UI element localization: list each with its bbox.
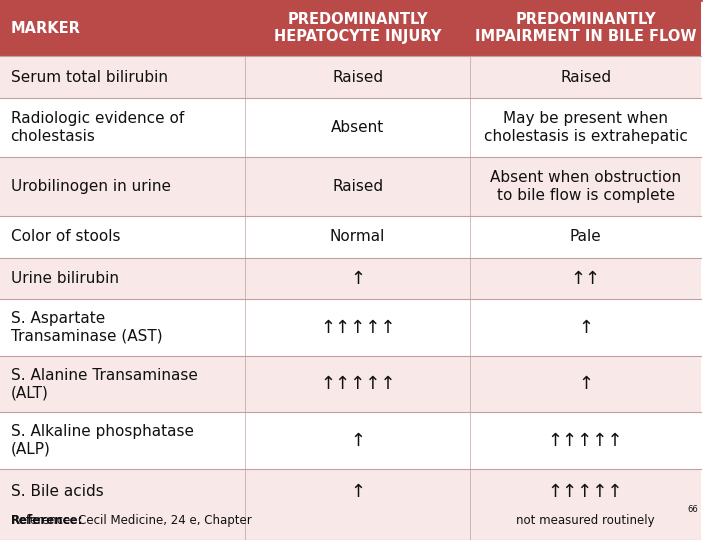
Bar — [470, 216, 701, 258]
Bar — [246, 413, 470, 469]
Bar — [0, 157, 246, 216]
Bar — [470, 469, 701, 540]
Bar — [470, 98, 701, 157]
Bar — [470, 0, 701, 57]
Text: Reference:: Reference: — [11, 514, 83, 526]
Text: Urobilinogen in urine: Urobilinogen in urine — [11, 179, 171, 194]
Text: ↑: ↑ — [578, 375, 593, 393]
Text: Normal: Normal — [330, 230, 385, 245]
Text: PREDOMINANTLY
IMPAIRMENT IN BILE FLOW: PREDOMINANTLY IMPAIRMENT IN BILE FLOW — [475, 12, 696, 44]
Text: Raised: Raised — [332, 179, 383, 194]
Bar — [246, 98, 470, 157]
Bar — [0, 0, 246, 57]
Text: not measured routinely: not measured routinely — [516, 514, 655, 526]
Bar — [0, 469, 246, 540]
Text: Absent: Absent — [331, 120, 384, 135]
Text: PREDOMINANTLY
HEPATOCYTE INJURY: PREDOMINANTLY HEPATOCYTE INJURY — [274, 12, 441, 44]
Text: ↑: ↑ — [578, 319, 593, 336]
Text: Raised: Raised — [332, 70, 383, 85]
Text: S. Aspartate
Transaminase (AST): S. Aspartate Transaminase (AST) — [11, 312, 162, 344]
Bar — [470, 300, 701, 356]
Text: Pale: Pale — [570, 230, 601, 245]
Bar — [470, 356, 701, 413]
Text: Absent when obstruction
to bile flow is complete: Absent when obstruction to bile flow is … — [490, 170, 681, 202]
Bar — [470, 413, 701, 469]
Text: ↑↑↑↑↑: ↑↑↑↑↑ — [320, 375, 395, 393]
Text: S. Alkaline phosphatase
(ALP): S. Alkaline phosphatase (ALP) — [11, 424, 194, 457]
Text: 66: 66 — [687, 504, 698, 514]
Bar — [0, 300, 246, 356]
Text: S. Bile acids: S. Bile acids — [11, 484, 103, 499]
Bar — [0, 413, 246, 469]
Bar — [246, 157, 470, 216]
Text: MARKER: MARKER — [11, 21, 81, 36]
Bar — [470, 258, 701, 300]
Bar — [246, 258, 470, 300]
Text: Color of stools: Color of stools — [11, 230, 120, 245]
Text: ↑↑↑↑↑: ↑↑↑↑↑ — [548, 483, 624, 501]
Bar — [246, 469, 470, 540]
Bar — [0, 57, 246, 98]
Text: ↑: ↑ — [350, 483, 365, 501]
Bar — [246, 216, 470, 258]
Bar — [0, 98, 246, 157]
Bar — [470, 57, 701, 98]
Text: ↑: ↑ — [350, 269, 365, 288]
Bar — [0, 258, 246, 300]
Bar — [470, 157, 701, 216]
Text: ↑: ↑ — [350, 431, 365, 450]
Text: ↑↑↑↑↑: ↑↑↑↑↑ — [320, 319, 395, 336]
Text: Reference: Cecil Medicine, 24 e, Chapter: Reference: Cecil Medicine, 24 e, Chapter — [11, 514, 251, 526]
Bar — [246, 356, 470, 413]
Bar — [246, 0, 470, 57]
Text: Urine bilirubin: Urine bilirubin — [11, 271, 119, 286]
Text: ↑↑: ↑↑ — [570, 269, 600, 288]
Bar — [246, 300, 470, 356]
Bar — [0, 216, 246, 258]
Bar — [246, 57, 470, 98]
Text: May be present when
cholestasis is extrahepatic: May be present when cholestasis is extra… — [484, 111, 688, 144]
Text: S. Alanine Transaminase
(ALT): S. Alanine Transaminase (ALT) — [11, 368, 197, 400]
Text: ↑↑↑↑↑: ↑↑↑↑↑ — [548, 431, 624, 450]
Text: Raised: Raised — [560, 70, 611, 85]
Text: Radiologic evidence of
cholestasis: Radiologic evidence of cholestasis — [11, 111, 184, 144]
Bar — [0, 356, 246, 413]
Text: Serum total bilirubin: Serum total bilirubin — [11, 70, 168, 85]
